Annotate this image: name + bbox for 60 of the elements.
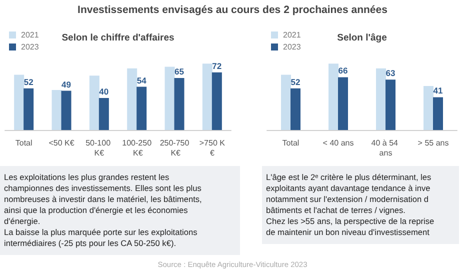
chart-subtitle: Selon l'âge: [337, 32, 387, 44]
bar: [212, 72, 222, 130]
bar: [290, 88, 300, 130]
data-label: 54: [136, 75, 147, 86]
data-label: 41: [433, 86, 443, 96]
bar: [202, 64, 212, 130]
text: d'énergie.: [4, 216, 42, 227]
text: de maintenir un bon niveau d'investissement: [266, 227, 430, 238]
text: nombreuses à investir dans le matériel, les bâtiments,: [4, 194, 203, 205]
bar: [338, 77, 348, 130]
bar: [164, 66, 175, 130]
text: ainsi que la production d'énergie et les économies: [4, 205, 189, 216]
text: L'âge est le 2ᵉ critère le plus déterminant, les: [266, 172, 432, 183]
text: bâtiments et l'achat de terres / vignes.: [266, 205, 406, 216]
x-tick-label: 50-100 K€: [86, 138, 113, 158]
data-label: 40: [99, 86, 109, 96]
x-tick-label: Total: [15, 138, 32, 148]
bar: [14, 74, 24, 130]
text: notamment sur l'extension / modernisation d: [266, 194, 430, 205]
legend-label: 2023: [21, 42, 40, 52]
x-tick-label: 100-250 K€: [122, 138, 152, 158]
data-label: 52: [290, 76, 300, 87]
text: La baisse la plus marquée porte sur les exploitations: [4, 227, 198, 238]
bar: [433, 97, 443, 130]
text: championnes des investissements. Elles sont les plus: [4, 183, 202, 194]
bar: [328, 64, 338, 130]
text: Chez les >55 ans, la perspective de la reprise: [266, 216, 436, 227]
x-tick-label: < 40 ans: [322, 138, 354, 148]
data-label: 52: [24, 76, 34, 87]
bar: [136, 86, 147, 130]
bar: [98, 98, 109, 130]
data-label: 49: [62, 79, 72, 90]
bar: [24, 88, 34, 130]
legend-label: 2021: [21, 30, 40, 40]
bar: [174, 78, 184, 130]
legend-label: 2023: [283, 42, 302, 52]
bar: [61, 90, 72, 130]
chart-subtitle: Selon le chiffre d'affaires: [62, 32, 174, 44]
data-label: 65: [174, 66, 184, 76]
bar: [424, 86, 434, 130]
legend-label: 2021: [283, 30, 302, 40]
data-label: 66: [338, 66, 348, 76]
x-tick-label: <50 K€: [48, 138, 75, 148]
bar: [376, 68, 386, 130]
data-label: 63: [386, 68, 396, 78]
data-label: 72: [212, 60, 222, 71]
bar: [281, 74, 291, 130]
x-tick-label: 40 à 54 ans: [371, 138, 400, 158]
text: exploitants ayant davantage tendance à inve: [266, 183, 432, 194]
text: Les exploitations les plus grandes restent les: [4, 172, 170, 183]
bar: [386, 80, 396, 130]
bar: [89, 76, 100, 130]
x-tick-label: 250-750 K€: [160, 138, 190, 158]
x-tick-label: >750 K€: [199, 138, 226, 158]
chart-title: Investissements envisagés au cours des 2 prochaines années: [76, 4, 388, 16]
bar: [52, 90, 62, 130]
bar: [127, 68, 138, 130]
x-tick-label: > 55 ans: [418, 138, 449, 148]
x-tick-label: Total: [282, 138, 300, 148]
text: intermédiaires (-25 pts pour les CA 50-250 k€).: [4, 238, 178, 249]
